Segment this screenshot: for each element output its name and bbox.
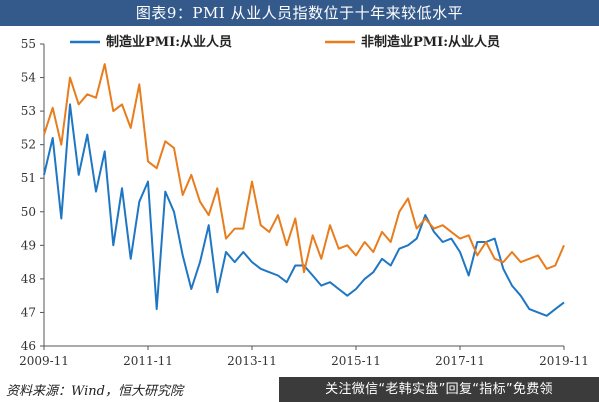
legend: 制造业PMI:从业人员 非制造业PMI:从业人员 <box>70 34 500 50</box>
y-tick-label: 46 <box>21 339 36 353</box>
y-tick-label: 50 <box>21 205 36 219</box>
x-tick-label: 2019-11 <box>539 354 589 368</box>
series-line-1 <box>43 103 565 317</box>
y-tick-label: 52 <box>21 138 36 152</box>
x-tick-label: 2015-11 <box>331 354 381 368</box>
series-line-2 <box>43 63 565 274</box>
y-tick-label: 55 <box>21 37 36 51</box>
legend-label-2: 非制造业PMI:从业人员 <box>361 34 500 50</box>
y-tick-label: 48 <box>21 272 36 286</box>
x-axis: 2009-11 2011-11 2013-11 2015-11 2017-11 2019-… <box>19 346 589 368</box>
y-axis: 46 47 48 49 50 51 52 53 54 55 <box>21 37 44 353</box>
x-tick-label: 2011-11 <box>123 354 173 368</box>
y-tick-label: 47 <box>21 305 36 319</box>
x-tick-label: 2017-11 <box>435 354 485 368</box>
source-note: 资料来源：Wind，恒大研究院 <box>6 384 183 399</box>
x-tick-label: 2013-11 <box>227 354 277 368</box>
y-tick-label: 54 <box>21 71 37 85</box>
y-tick-label: 51 <box>21 171 36 185</box>
watermark-banner: 关注微信“老韩实盘”回复“指标”免费领 <box>279 377 599 402</box>
x-tick-label: 2009-11 <box>19 354 69 368</box>
legend-label-1: 制造业PMI:从业人员 <box>106 34 232 50</box>
chart-title: 图表9：PMI 从业人员指数位于十年来较低水平 <box>0 0 599 26</box>
y-tick-label: 53 <box>21 104 36 118</box>
line-chart: 46 47 48 49 50 51 52 53 54 55 2009-11 2011-11 2013-… <box>19 34 589 368</box>
plot-area <box>43 44 564 347</box>
y-tick-label: 49 <box>21 238 36 252</box>
series-layer <box>43 63 565 317</box>
